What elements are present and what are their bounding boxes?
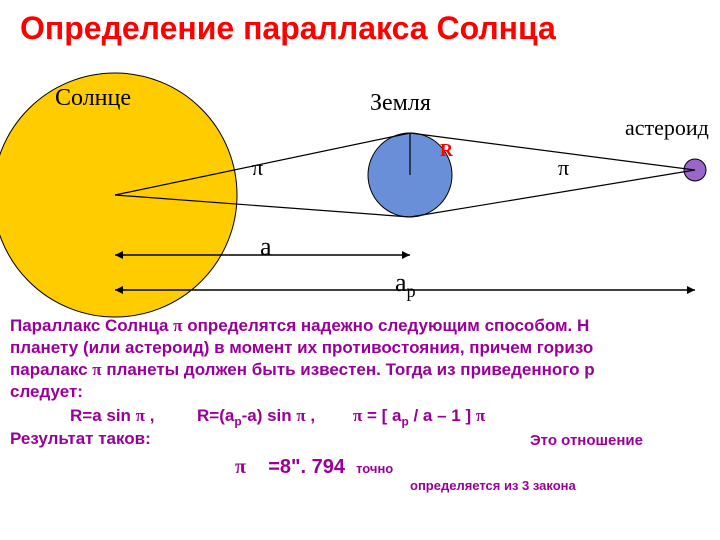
formula-3-sub: p [402,414,409,428]
pi-final: π [235,456,246,478]
formula-2-post: , [306,406,315,425]
pi-formula-2: π [296,406,305,425]
body-line-1b: определятся надежно следующим способом. … [183,316,590,335]
formula-2: R=(ap-a) sin π , [197,406,320,425]
pi-formula-3b: π [476,406,485,425]
formula-1: R=a sin π , [70,406,159,425]
final-value-row: π =8". 794 точно [235,455,393,480]
formula-3-mid: / a – 1 ] [409,406,476,425]
dimension-a-label: a [260,232,272,262]
body-line-3a: паралакс [10,360,92,379]
pi-symbol-asteroid-side: π [558,155,569,181]
body-line-1: Параллакс Солнца π определятся надежно с… [10,315,720,336]
formula-2-pre: R=(a [197,406,234,425]
dimension-ap-label-sub: p [407,281,416,301]
ratio-label: Это отношение [530,432,643,451]
formula-3: π = [ ap / a – 1 ] π [353,406,485,425]
formula-1-post: , [145,406,154,425]
pi-symbol-sun-side: π [252,155,263,181]
dimension-ap-label: ap [395,268,416,302]
final-small-1: точно [356,461,393,476]
formula-1-pre: R=a sin [70,406,136,425]
body-line-1a: Параллакс Солнца [10,316,173,335]
earth-label: Земля [370,90,431,117]
body-line-3b: планеты должен быть известен. Тогда из п… [102,360,595,379]
sun-label: Солнце [55,85,131,112]
pi-inline-2: π [92,360,101,379]
dimension-ap-label-a: a [395,268,407,297]
formula-2-sub: p [234,414,241,428]
formula-3-pre: = [ a [362,406,401,425]
formula-2-mid: -a) sin [242,406,297,425]
final-note: определяется из 3 закона [410,478,576,494]
body-line-4: следует: [10,381,83,402]
pi-inline-1: π [173,316,182,335]
result-label: Результат таков: [10,428,151,449]
asteroid-label: астероид [625,115,709,141]
body-line-2: планету (или астероид) в момент их проти… [10,337,720,358]
body-line-3: паралакс π планеты должен быть известен.… [10,359,720,380]
final-value: =8". 794 [263,456,345,478]
earth-radius-label: R [440,140,453,161]
formula-row: R=a sin π , R=(ap-a) sin π , π = [ ap / … [70,405,720,429]
pi-formula-1: π [136,406,145,425]
pi-formula-3a: π [353,406,362,425]
